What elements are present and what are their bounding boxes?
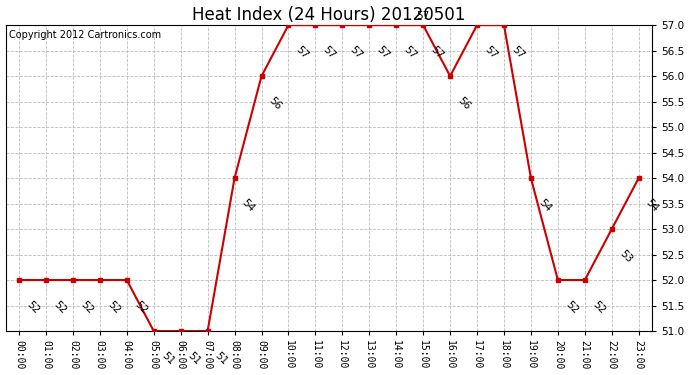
Text: 57: 57 xyxy=(482,45,499,61)
Text: 52: 52 xyxy=(52,300,68,316)
Text: 52: 52 xyxy=(591,300,607,316)
Text: 51: 51 xyxy=(159,351,176,367)
Text: 57: 57 xyxy=(375,45,391,61)
Text: 57: 57 xyxy=(348,45,364,61)
Text: 54: 54 xyxy=(240,198,257,214)
Text: 52: 52 xyxy=(106,300,122,316)
Text: 54: 54 xyxy=(644,198,661,214)
Text: 57: 57 xyxy=(402,45,418,61)
Text: 53: 53 xyxy=(618,249,633,265)
Text: 57: 57 xyxy=(294,45,310,61)
Text: 52: 52 xyxy=(25,300,41,316)
Text: 52: 52 xyxy=(564,300,580,316)
Text: 57: 57 xyxy=(428,45,445,61)
Text: 51: 51 xyxy=(186,351,203,367)
Title: Heat Index (24 Hours) 20120501: Heat Index (24 Hours) 20120501 xyxy=(193,6,466,24)
Text: 56: 56 xyxy=(267,96,284,112)
Text: Copyright 2012 Cartronics.com: Copyright 2012 Cartronics.com xyxy=(9,30,161,40)
Text: 51: 51 xyxy=(213,351,230,367)
Text: 57: 57 xyxy=(417,11,430,21)
Text: 57: 57 xyxy=(509,45,526,61)
Text: 54: 54 xyxy=(537,198,553,214)
Text: 52: 52 xyxy=(132,300,149,316)
Text: 52: 52 xyxy=(79,300,95,316)
Text: 56: 56 xyxy=(455,96,472,112)
Text: 57: 57 xyxy=(321,45,337,61)
